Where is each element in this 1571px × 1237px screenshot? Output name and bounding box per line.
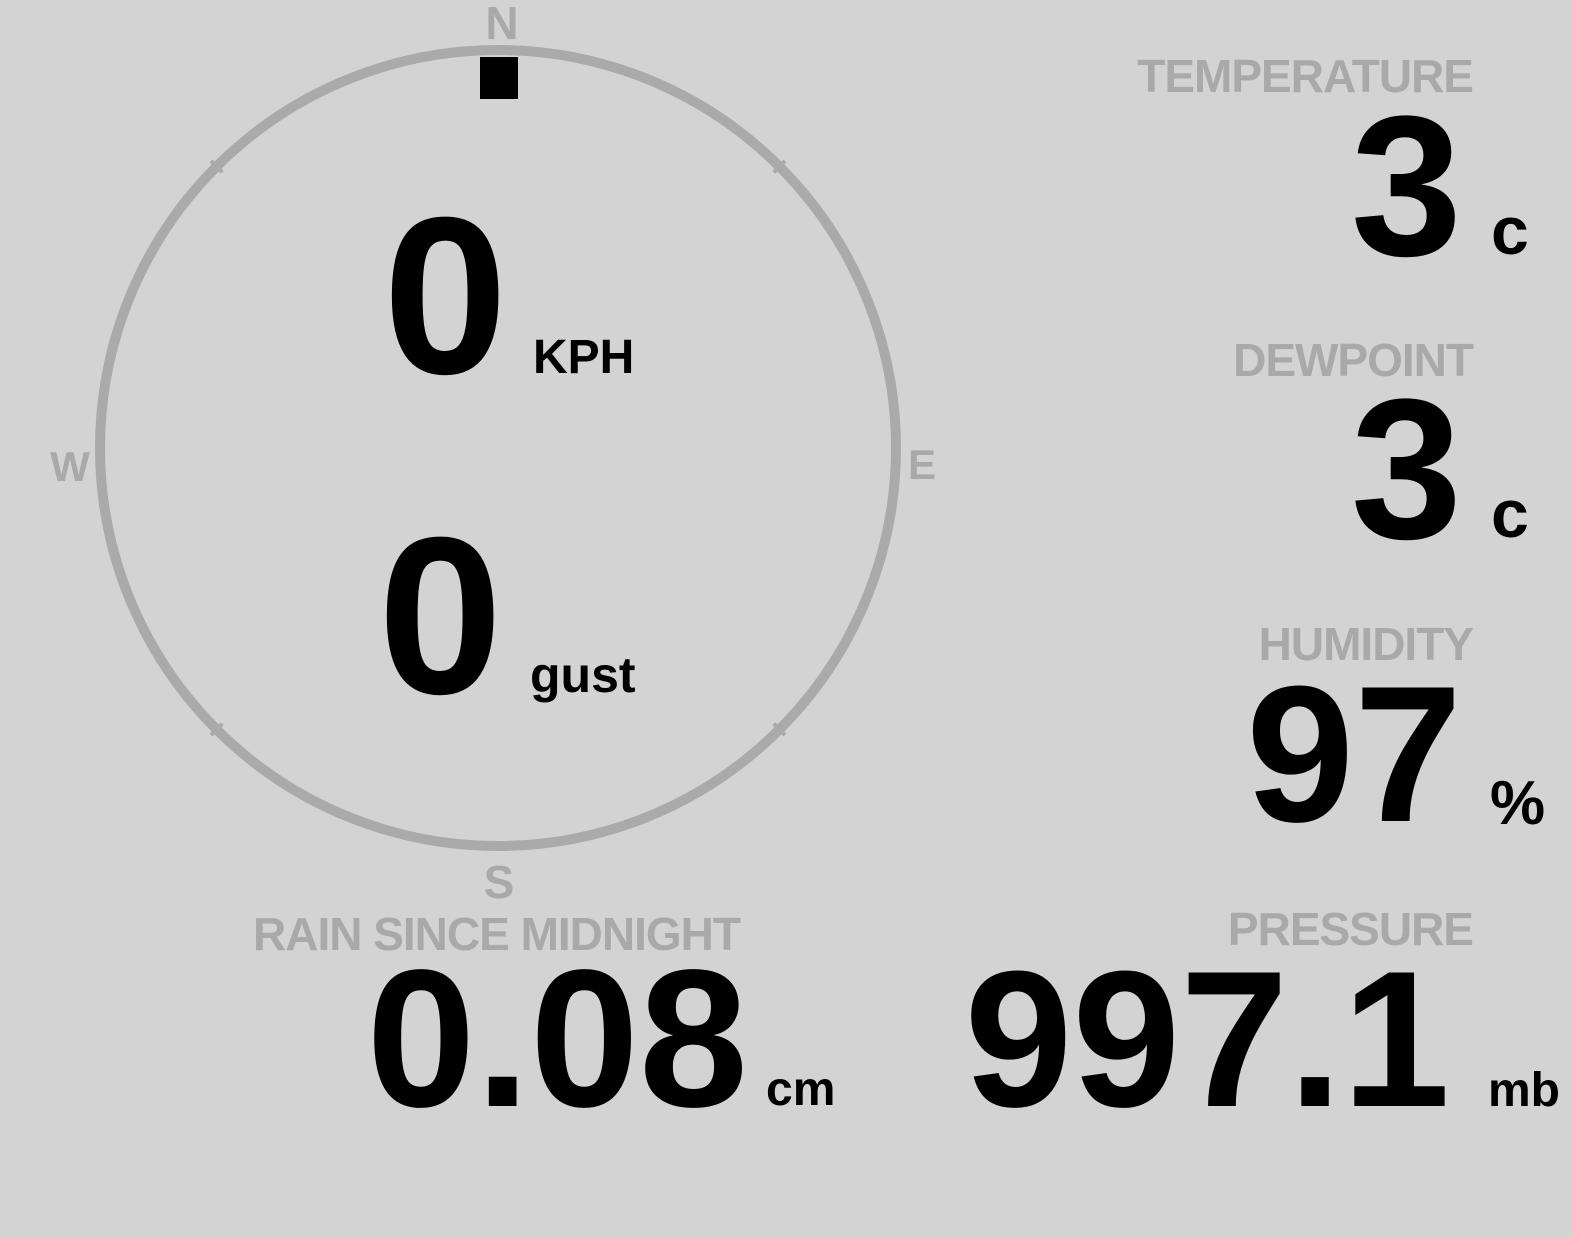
dewpoint-label: DEWPOINT bbox=[1233, 334, 1474, 386]
humidity-label: HUMIDITY bbox=[1258, 618, 1474, 670]
compass-west-label: W bbox=[50, 443, 90, 490]
temperature-unit: c bbox=[1491, 193, 1529, 269]
compass-east-label: E bbox=[907, 441, 937, 488]
dewpoint-unit: c bbox=[1491, 476, 1529, 552]
rain-value: 0.08 bbox=[366, 929, 748, 1148]
humidity-unit: % bbox=[1490, 769, 1546, 838]
wind-gust-value: 0 bbox=[378, 491, 503, 741]
temperature-value: 3 bbox=[1350, 75, 1462, 298]
compass-ring bbox=[95, 45, 901, 851]
rain-label: RAIN SINCE MIDNIGHT bbox=[253, 908, 741, 960]
compass-tick bbox=[209, 722, 224, 737]
pressure-unit: mb bbox=[1488, 1064, 1560, 1117]
compass-tick bbox=[772, 722, 787, 737]
wind-gust-unit: gust bbox=[530, 647, 636, 703]
dewpoint-value: 3 bbox=[1350, 358, 1462, 581]
pressure-value: 997.1 bbox=[964, 931, 1450, 1148]
temperature-label: TEMPERATURE bbox=[1137, 50, 1474, 102]
pressure-label: PRESSURE bbox=[1227, 903, 1474, 955]
compass-south-label: S bbox=[483, 856, 515, 908]
humidity-value: 97 bbox=[1246, 646, 1462, 863]
wind-speed-value: 0 bbox=[383, 171, 508, 421]
compass-tick bbox=[209, 159, 224, 174]
wind-speed-unit: KPH bbox=[533, 331, 635, 384]
rain-unit: cm bbox=[766, 1063, 836, 1116]
compass-tick bbox=[772, 159, 787, 174]
compass-north-label: N bbox=[485, 0, 519, 49]
wind-direction-marker bbox=[480, 57, 518, 99]
